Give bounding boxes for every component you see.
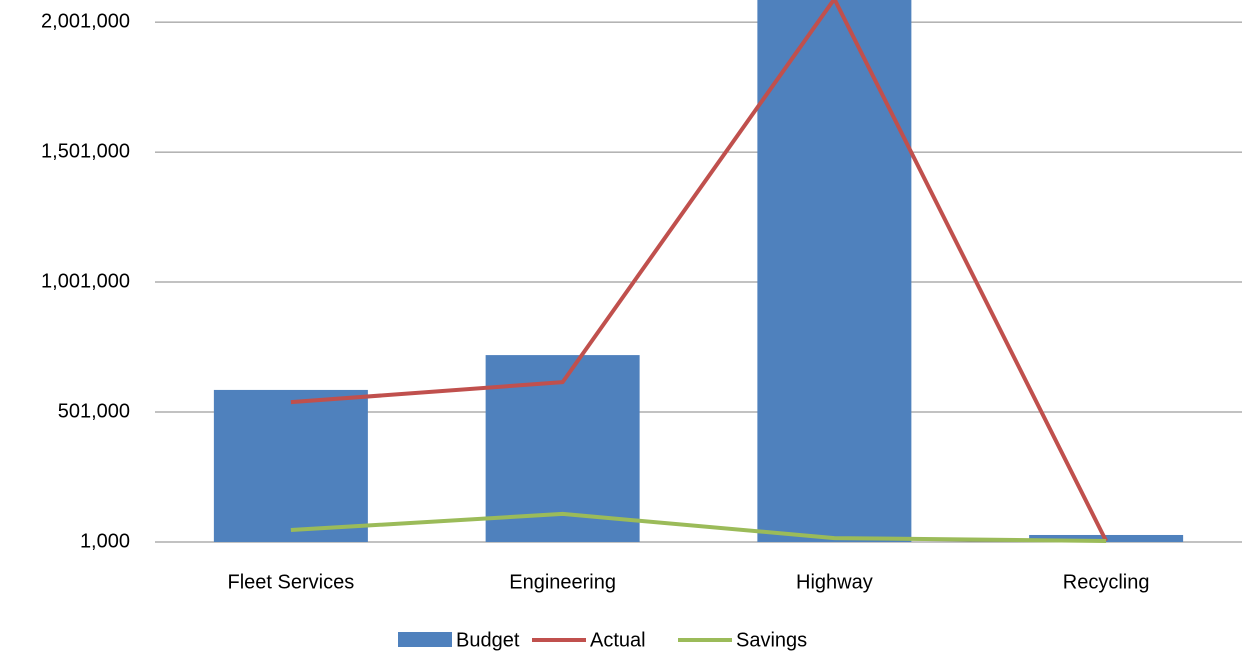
y-tick-label: 2,001,000 [41, 10, 130, 32]
y-tick-label: 501,000 [58, 400, 130, 422]
legend-label: Savings [736, 629, 807, 651]
line [290, 0, 1108, 542]
y-tick-label: 1,000 [80, 530, 130, 552]
x-tick-label: Highway [796, 571, 873, 593]
y-tick-label: 1,501,000 [41, 140, 130, 162]
x-tick-label: Recycling [1063, 571, 1150, 593]
legend-label: Actual [590, 629, 646, 651]
x-tick-label: Engineering [509, 571, 616, 593]
bar [213, 389, 368, 542]
line [290, 511, 1107, 543]
x-tick-label: Fleet Services [228, 571, 355, 593]
y-tick-label: 1,001,000 [41, 270, 130, 292]
legend-label: Budget [456, 629, 520, 651]
bar [757, 0, 912, 542]
legend-swatch [398, 632, 452, 647]
